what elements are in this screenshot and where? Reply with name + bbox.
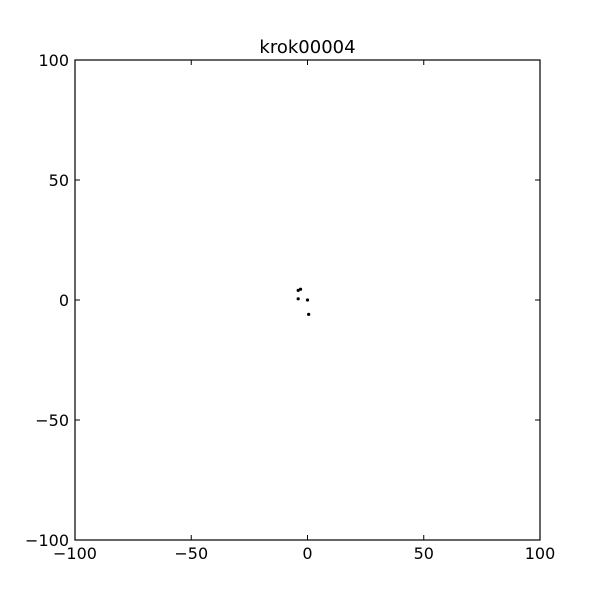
- scatter-point: [296, 297, 300, 301]
- x-tick-label: 50: [414, 544, 434, 563]
- y-axis-ticks: −100 −50 0 50 100: [25, 51, 540, 550]
- y-tick-label: −50: [35, 411, 69, 430]
- y-tick-label: 0: [59, 291, 69, 310]
- plot-frame: [74, 59, 541, 541]
- x-tick-label: 100: [525, 544, 556, 563]
- x-axis-ticks: −100 −50 0 50 100: [53, 60, 555, 563]
- scatter-point: [307, 312, 311, 316]
- y-tick-label: −100: [25, 531, 69, 550]
- x-tick-label: 0: [302, 544, 312, 563]
- data-points: [296, 287, 311, 316]
- y-tick-label: 50: [49, 171, 69, 190]
- x-tick-label: −50: [174, 544, 208, 563]
- scatter-point: [298, 287, 303, 291]
- y-tick-label: 100: [38, 51, 69, 70]
- x-tick-label: −100: [53, 544, 97, 563]
- scatter-point: [305, 298, 310, 302]
- chart-title: krok00004: [259, 37, 355, 58]
